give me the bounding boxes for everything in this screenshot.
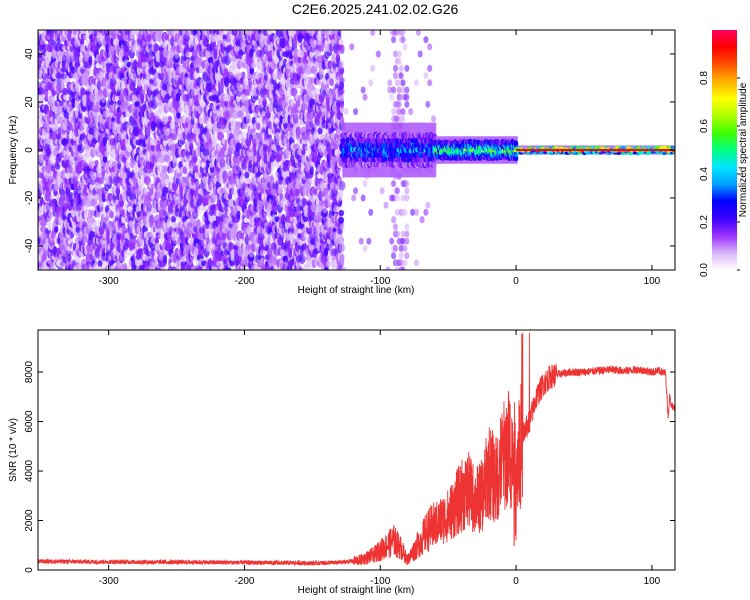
spectrogram-cell	[79, 38, 85, 46]
spectrogram-cell	[71, 97, 76, 109]
spectrogram-cell	[203, 194, 211, 201]
spectrogram-cell	[89, 66, 95, 76]
spectrogram-cell	[93, 98, 98, 110]
spectrogram-cell	[104, 149, 110, 158]
figure-title: C2E6.2025.241.02.02.G26	[292, 1, 459, 17]
spectrogram-cell	[40, 93, 45, 104]
spectrogram-cell	[150, 214, 155, 225]
spectrogram-cell	[171, 133, 178, 141]
spectrogram-cell	[88, 54, 93, 66]
spectrogram-cell	[47, 172, 54, 180]
spectrogram-cell	[58, 100, 64, 107]
spectrogram-cell	[49, 39, 57, 46]
spectrogram-cell	[154, 237, 159, 244]
spectrogram-cell	[109, 210, 114, 219]
spectrogram-cell	[199, 114, 204, 125]
spectrogram-cell	[99, 266, 106, 270]
spectrogram-cell	[209, 171, 217, 178]
spectrogram-cell	[125, 158, 130, 169]
spectrogram-cell	[262, 93, 267, 103]
spectrogram-cell	[57, 266, 64, 270]
spectrogram-cell	[86, 67, 91, 75]
spectrogram-cell	[172, 266, 177, 270]
spectrogram-cell	[54, 226, 59, 233]
spectrogram-cell	[150, 120, 157, 132]
spectrogram-cell	[97, 259, 103, 268]
spectrogram-cell	[143, 176, 151, 185]
spectrogram-cell	[130, 238, 138, 245]
spectrogram-cell	[139, 88, 146, 97]
spectrogram-cell	[251, 61, 256, 69]
spectrogram-cell	[156, 30, 163, 35]
spectrogram-cell	[149, 186, 154, 197]
spectrogram-cell	[166, 54, 172, 65]
spectrogram-cells	[38, 30, 675, 270]
spectrogram-cell	[177, 105, 183, 114]
spectrogram-cell	[168, 115, 173, 122]
spectrogram-cell	[67, 253, 72, 263]
spectrogram-cell	[47, 220, 52, 231]
spectrogram-cell	[241, 71, 246, 78]
spectrogram-cell	[114, 122, 122, 129]
spectrogram-cell	[101, 77, 107, 88]
spectrogram-cell	[115, 182, 120, 191]
spectrogram-cell	[123, 262, 128, 270]
spectrogram-cell	[98, 177, 105, 185]
spectrogram-cell	[189, 137, 194, 147]
spectrogram-cell	[123, 100, 130, 108]
spectrogram-cell	[81, 88, 87, 96]
spectrogram-cell	[176, 226, 180, 235]
spectrogram-cell	[150, 111, 155, 119]
spectrogram-cell	[171, 215, 176, 224]
spectrogram-cell	[154, 43, 160, 52]
spectrogram-cell	[163, 253, 168, 264]
spectrogram-cell	[182, 166, 188, 175]
spectrogram-cell	[196, 56, 203, 64]
spectrogram-cell	[174, 33, 181, 43]
spectrogram-cell	[164, 265, 169, 270]
spectrogram-cell	[187, 78, 196, 85]
spectrogram-cell	[302, 198, 308, 206]
spectrogram-cell	[229, 242, 235, 251]
spectrogram-cell	[94, 159, 99, 166]
spectrogram-cell	[190, 266, 196, 270]
spectrogram-cell	[136, 215, 143, 222]
